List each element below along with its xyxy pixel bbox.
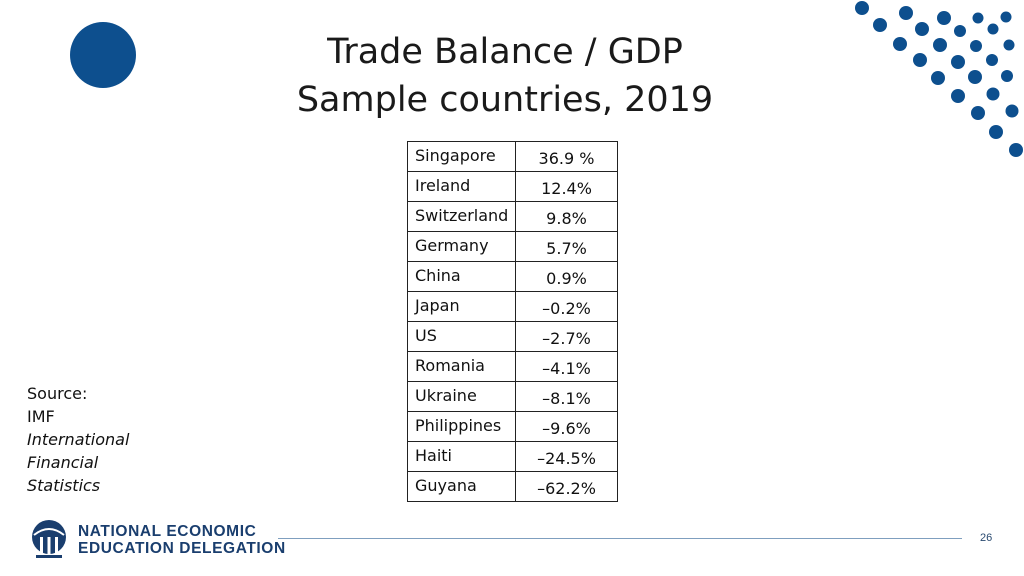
value-cell: –4.1% [515,351,618,382]
value-cell: –8.1% [515,381,618,412]
table-row: Haiti –24.5% [407,441,618,472]
table-row: Japan –0.2% [407,291,618,322]
country-cell: Japan [407,291,516,322]
value-cell: 36.9 % [515,141,618,172]
value-cell: –24.5% [515,441,618,472]
country-cell: Singapore [407,141,516,172]
slide-title-line-1: Trade Balance / GDP [327,32,683,72]
table-row: Ukraine –8.1% [407,381,618,412]
source-org: IMF [27,407,55,426]
country-cell: Ukraine [407,381,516,412]
source-note: Source: IMF International Financial Stat… [27,382,129,497]
table-row: Ireland 12.4% [407,171,618,202]
country-cell: Switzerland [407,201,516,232]
value-cell: 9.8% [515,201,618,232]
table-row: US –2.7% [407,321,618,352]
value-cell: –9.6% [515,411,618,442]
country-cell: Romania [407,351,516,382]
footer-divider [278,538,962,539]
value-cell: –0.2% [515,291,618,322]
country-cell: Germany [407,231,516,262]
country-cell: Philippines [407,411,516,442]
slide-title-line-2: Sample countries, 2019 [296,80,714,120]
pillared-globe-icon [32,520,66,558]
source-label: Source: [27,384,88,403]
decorative-circle [70,22,136,88]
logo-line-1: NATIONAL ECONOMIC [78,523,257,540]
table-row: Guyana –62.2% [407,471,618,502]
table-row: China 0.9% [407,261,618,292]
country-cell: US [407,321,516,352]
table-row: Switzerland 9.8% [407,201,618,232]
page-number: 26 [980,532,993,544]
table-row: Romania –4.1% [407,351,618,382]
country-cell: Ireland [407,171,516,202]
logo-wordmark: NATIONAL ECONOMIC EDUCATION DELEGATION [78,523,286,557]
need-logo: NATIONAL ECONOMIC EDUCATION DELEGATION [30,519,285,561]
decorative-dot-pattern [855,1,1023,157]
value-cell: 0.9% [515,261,618,292]
source-publication-line-2: Financial [27,453,99,472]
value-cell: 12.4% [515,171,618,202]
country-cell: China [407,261,516,292]
country-cell: Guyana [407,471,516,502]
table-row: Germany 5.7% [407,231,618,262]
table-row: Philippines –9.6% [407,411,618,442]
source-publication-line-1: International [27,430,130,449]
value-cell: 5.7% [515,231,618,262]
value-cell: –62.2% [515,471,618,502]
value-cell: –2.7% [515,321,618,352]
slide-title: Trade Balance / GDP Sample countries, 20… [250,28,760,124]
country-cell: Haiti [407,441,516,472]
table-row: Singapore 36.9 % [407,141,618,172]
logo-line-2: EDUCATION DELEGATION [78,540,286,557]
source-publication-line-3: Statistics [27,476,101,495]
trade-balance-table: Singapore 36.9 % Ireland 12.4% Switzerland 9.… [407,141,618,502]
